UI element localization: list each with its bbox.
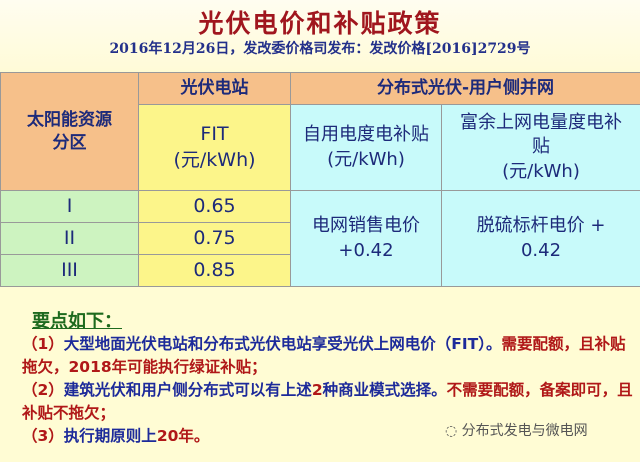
surplus-value: 脱硫标杆电价 + 0.42 xyxy=(441,190,640,287)
note-text: 需要配额，且补贴拖欠，2018年可能执行绿证补贴； xyxy=(22,335,626,376)
zone-cell: I xyxy=(0,190,139,223)
self-use-label: 自用电度电补贴 xyxy=(303,124,429,146)
note-number: （3） xyxy=(22,427,64,445)
key-points: 要点如下： （1）大型地面光伏电站和分布式光伏电站享受光伏上网电价（FIT）。需… xyxy=(0,310,640,448)
self-use-value: 电网销售电价+0.42 xyxy=(290,190,442,287)
wechat-icon: ◌ xyxy=(445,423,462,439)
zone-header: 太阳能资源分区 xyxy=(0,72,139,191)
key-points-heading: 要点如下： xyxy=(32,311,122,332)
note-text: 执行期原则上 xyxy=(63,427,157,445)
note-text: 2 xyxy=(311,381,323,399)
note-text: 建筑光伏和用户侧分布式可以有上述 xyxy=(63,381,312,399)
note-number: （2） xyxy=(22,381,64,399)
note-text: 种商业模式选择。 xyxy=(322,381,447,399)
fit-header: FIT (元/kWh) xyxy=(138,104,291,191)
fit-cell: 0.75 xyxy=(138,222,291,255)
watermark-text: 分布式发电与微电网 xyxy=(461,423,588,439)
note-1: （1）大型地面光伏电站和分布式光伏电站享受光伏上网电价（FIT）。需要配额，且补… xyxy=(0,333,640,379)
header-band xyxy=(0,0,640,70)
fit-cell: 0.65 xyxy=(138,190,291,223)
note-2: （2）建筑光伏和用户侧分布式可以有上述2种商业模式选择。不需要配额，备案即可，且… xyxy=(0,379,640,425)
surplus-label: 富余上网电量度电补贴 xyxy=(460,112,622,158)
page-title: 光伏电价和补贴政策 xyxy=(198,9,442,38)
pv-station-header: 光伏电站 xyxy=(138,72,291,105)
watermark: ◌ 分布式发电与微电网 xyxy=(445,420,588,440)
distributed-header: 分布式光伏-用户侧并网 xyxy=(290,72,640,105)
surplus-unit: (元/kWh) xyxy=(502,160,580,182)
fit-unit: (元/kWh) xyxy=(173,148,256,171)
note-number: （1） xyxy=(22,335,64,353)
fit-label: FIT xyxy=(200,122,229,145)
surplus-header: 富余上网电量度电补贴 (元/kWh) xyxy=(441,104,640,191)
self-use-unit: (元/kWh) xyxy=(327,148,405,170)
tariff-table: 太阳能资源分区 光伏电站 分布式光伏-用户侧并网 FIT (元/kWh) 自用电度… xyxy=(0,72,640,287)
fit-cell: 0.85 xyxy=(138,254,291,287)
note-text: 20年。 xyxy=(156,427,210,445)
note-text: 大型地面光伏电站和分布式光伏电站享受光伏上网电价（FIT）。 xyxy=(63,335,502,353)
self-use-header: 自用电度电补贴 (元/kWh) xyxy=(290,104,442,191)
note-3: （3）执行期原则上20年。 xyxy=(0,425,640,448)
page-subtitle: 2016年12月26日，发改委价格司发布：发改价格[2016]2729号 xyxy=(109,41,531,57)
zone-cell: III xyxy=(0,254,139,287)
zone-cell: II xyxy=(0,222,139,255)
note-text: 不需要配额，备案即可，且补贴不拖欠； xyxy=(22,381,633,422)
